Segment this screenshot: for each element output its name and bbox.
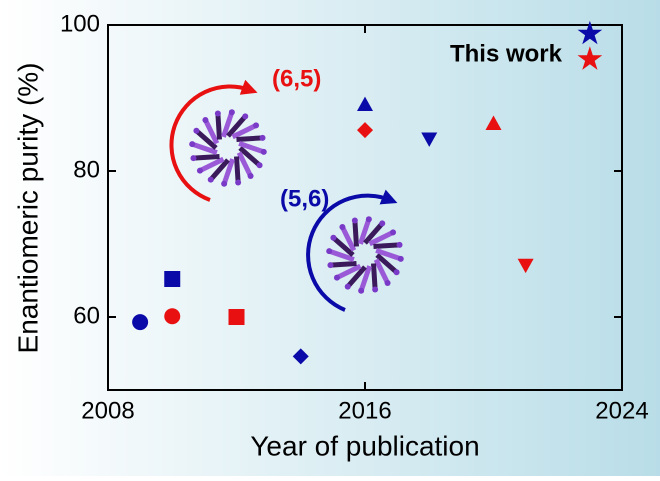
tube-spoke [328,248,355,262]
tube-atom [397,255,404,262]
tube-atom [365,216,372,223]
tube-spoke [340,225,357,252]
x-tick-label: 2016 [338,397,391,424]
tube-spoke [193,153,220,161]
data-point [485,115,502,130]
y-axis-label: Enantiomeric purity (%) [12,63,43,354]
y-tick-label: 80 [73,156,100,183]
tube-spoke [345,265,367,289]
tube-atom [393,269,400,276]
tube-spoke [352,220,360,247]
data-point [132,314,149,331]
tube-spoke [191,141,218,155]
tube-atom [242,113,249,120]
tube-spoke [215,113,223,140]
tube-atom [193,127,200,134]
tube-spoke [236,135,263,143]
tube-spoke [238,146,262,168]
tube-spoke [373,258,390,285]
tube-spoke [368,230,395,247]
y-tick-label: 100 [60,10,100,37]
tube-atom [333,274,340,281]
tube-spoke [363,221,385,245]
tube-atom [384,280,391,287]
tube-atom [202,116,209,123]
tube-spoke [330,260,357,268]
tube-spoke [358,265,372,292]
tube-atom [344,283,351,290]
tube-atom [221,180,228,187]
tube-atom [196,167,203,174]
tube-atom [207,176,214,183]
tube-atom [260,148,267,155]
data-point [421,132,438,147]
tube-spoke [226,114,248,138]
tube-atom [379,220,386,227]
data-point [517,258,534,274]
data-point [577,46,603,70]
tube-spoke [373,242,400,250]
tube-atom [390,229,397,236]
tube-atom [228,109,235,116]
tube-atom [253,122,260,129]
tube-spoke [236,151,253,178]
tube-atom [214,110,221,117]
x-tick-label: 2008 [81,397,134,424]
tube-spoke [203,118,220,145]
data-point [164,271,181,288]
tube-icon [169,79,404,312]
data-point [357,122,373,139]
tube-spoke [375,253,399,275]
tube-atom [247,173,254,180]
tube-spoke [370,263,378,290]
tube-spoke [208,158,230,182]
tube-atom [327,262,334,269]
x-tick-label: 2024 [595,397,648,424]
x-axis-label: Year of publication [250,430,479,461]
tube-spoke [358,218,372,245]
tube-spoke [331,235,355,257]
tube-atom [358,287,365,294]
tube-atom [372,286,379,293]
tube-spoke [238,141,265,155]
tube-atom [190,155,197,162]
series-label: (6,5) [272,65,321,92]
tube-atom [330,234,337,241]
data-point [164,308,181,325]
tube-atom [259,134,266,141]
tube-atom [235,179,242,186]
tube-atom [256,162,263,169]
series-label: (5,6) [280,185,329,212]
tube-spoke [233,156,241,183]
annotation: This work [450,40,563,67]
tube-atom [189,141,196,148]
tube-atom [351,217,358,224]
tube-spoke [231,123,258,140]
tube-spoke [198,156,225,173]
data-point [228,309,245,325]
tube-spoke [221,111,235,138]
data-point [577,20,603,45]
tube-atom [339,223,346,230]
y-tick-label: 60 [73,302,100,329]
tube-spoke [335,263,362,280]
tube-atom [326,248,333,255]
data-point [292,348,309,365]
tube-spoke [194,128,218,150]
tube-atom [396,241,403,248]
data-point [357,96,373,111]
tube-spoke [221,158,235,185]
tube-spoke [375,248,402,262]
